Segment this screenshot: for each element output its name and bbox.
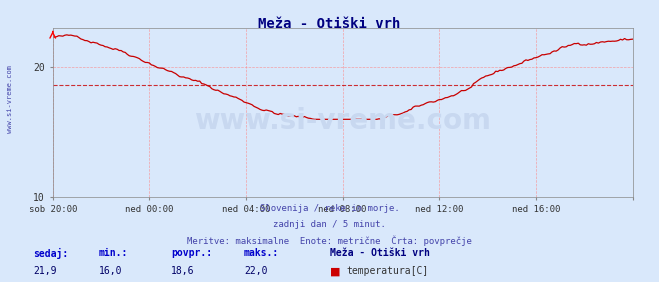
Text: 21,9: 21,9 [33,266,57,276]
Text: Meritve: maksimalne  Enote: metrične  Črta: povprečje: Meritve: maksimalne Enote: metrične Črta… [187,235,472,246]
Text: Meža - Otiški vrh: Meža - Otiški vrh [258,17,401,31]
Text: www.si-vreme.com: www.si-vreme.com [7,65,13,133]
Text: 18,6: 18,6 [171,266,195,276]
Text: min.:: min.: [99,248,129,258]
Text: zadnji dan / 5 minut.: zadnji dan / 5 minut. [273,220,386,229]
Text: povpr.:: povpr.: [171,248,212,258]
Text: sedaj:: sedaj: [33,248,68,259]
Text: maks.:: maks.: [244,248,279,258]
Text: Slovenija / reke in morje.: Slovenija / reke in morje. [260,204,399,213]
Text: 22,0: 22,0 [244,266,268,276]
Text: Meža - Otiški vrh: Meža - Otiški vrh [330,248,430,258]
Text: 16,0: 16,0 [99,266,123,276]
Text: ■: ■ [330,266,340,276]
Text: www.si-vreme.com: www.si-vreme.com [194,107,491,135]
Text: temperatura[C]: temperatura[C] [346,266,428,276]
